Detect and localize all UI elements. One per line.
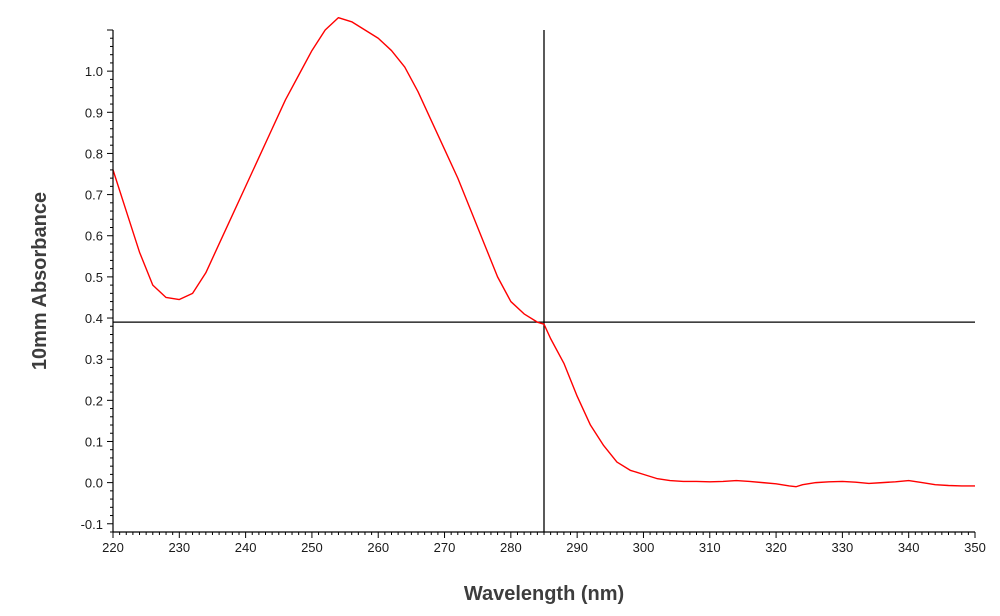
x-tick-label: 330 [832,540,854,555]
y-tick-label: 0.2 [85,393,103,408]
y-tick-label: 0.9 [85,105,103,120]
x-tick-label: 320 [765,540,787,555]
x-tick-label: 220 [102,540,124,555]
x-tick-label: 270 [434,540,456,555]
y-tick-label: 0.5 [85,270,103,285]
x-tick-label: 310 [699,540,721,555]
y-tick-label: 0.8 [85,146,103,161]
y-tick-label: 0.0 [85,476,103,491]
x-axis-title: Wavelength (nm) [464,583,624,605]
y-tick-label: 0.6 [85,229,103,244]
x-tick-label: 300 [633,540,655,555]
series-layer [112,16,975,488]
y-tick-label: 0.7 [85,188,103,203]
y-ticks: -0.1 0.0 0.1 0.2 0.3 0.4 0.5 0.6 0.7 0.8 0.9 1.0 [81,29,113,533]
y-tick-label: 0.3 [85,352,103,367]
x-tick-label: 240 [235,540,257,555]
y-axis-title: 10mm Absorbance [29,192,51,370]
x-tick-label: 250 [301,540,323,555]
y-tick-label: 1.0 [85,64,103,79]
x-tick-label: 260 [367,540,389,555]
y-tick-label: 0.1 [85,434,103,449]
y-tick-label: 0.4 [85,311,103,326]
x-tick-label: 350 [964,540,986,555]
y-tick-label: -0.1 [81,517,103,532]
series-line [112,16,975,488]
x-tick-label: 280 [500,540,522,555]
x-tick-label: 290 [566,540,588,555]
crosshair [113,30,975,532]
x-tick-label: 340 [898,540,920,555]
x-tick-label: 230 [168,540,190,555]
x-ticks: 220 230 240 250 260 270 280 290 300 310 320 330 340 3… [102,532,986,555]
